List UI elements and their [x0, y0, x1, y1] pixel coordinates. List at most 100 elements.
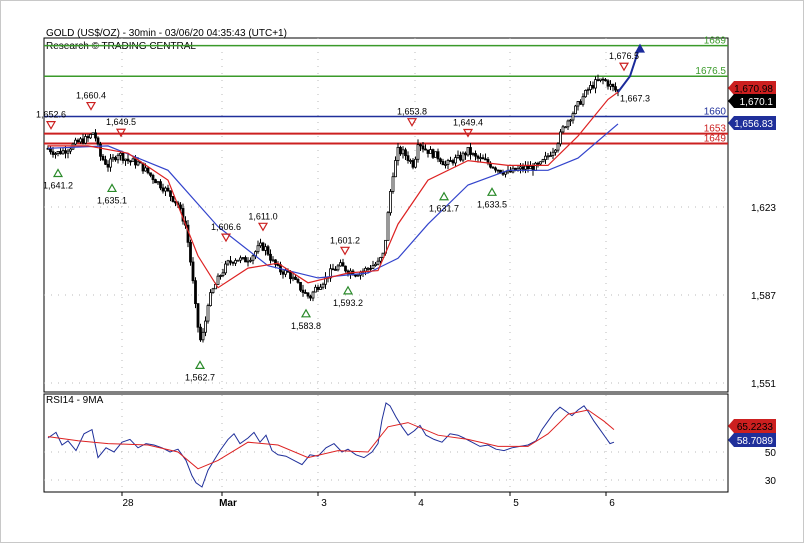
candle-body	[424, 148, 427, 151]
candle-body	[399, 146, 402, 155]
candle-body	[334, 269, 337, 271]
ma-slow-price-tag-bg	[728, 116, 776, 130]
rsi-ma-tag-bg	[728, 419, 776, 433]
candle-body	[556, 143, 560, 151]
rsi-y-tick-label: 50	[765, 448, 777, 459]
candle-body	[396, 146, 400, 161]
candle-body	[419, 144, 422, 147]
candle-body	[129, 160, 132, 163]
annotation-label: 1,611.0	[248, 211, 277, 221]
candle-body	[281, 271, 285, 275]
candle-body	[481, 157, 485, 160]
candle-body	[146, 167, 150, 174]
candle-body	[451, 160, 455, 164]
candle-body	[234, 260, 237, 264]
candle-body	[354, 274, 357, 277]
ma-fast-price-tag-bg	[728, 81, 776, 95]
candle-body	[71, 143, 75, 150]
resistance-marker	[618, 62, 630, 72]
candle-body	[306, 292, 310, 297]
candle-body	[476, 155, 480, 159]
candle-body	[144, 167, 147, 172]
candle-body	[471, 153, 475, 155]
candle-body	[101, 155, 105, 161]
candle-body	[166, 187, 170, 192]
x-tick-label: 5	[513, 498, 519, 509]
resistance-marker	[339, 246, 351, 256]
candle-body	[391, 176, 395, 192]
candle-body	[69, 148, 72, 152]
rsi-value-tag: 58.7089	[737, 436, 774, 447]
rsi-ma-line	[47, 409, 615, 470]
candle-body	[591, 85, 595, 89]
candle-body	[226, 260, 230, 265]
candle-body	[494, 167, 497, 171]
candle-body	[131, 158, 135, 162]
rsi-y-tick-label: 30	[765, 476, 777, 487]
candle-body	[339, 262, 342, 267]
rsi-value-tag-bg	[728, 433, 776, 447]
candle-body	[231, 261, 235, 264]
candle-body	[246, 260, 250, 263]
candle-body	[119, 152, 122, 156]
candle-body	[454, 157, 457, 164]
candle-body	[156, 181, 160, 184]
candle-body	[256, 245, 260, 253]
candle-body	[74, 139, 77, 145]
level-label: 1660	[704, 107, 727, 118]
candle-body	[584, 90, 587, 98]
x-tick-label: 3	[321, 498, 327, 509]
rsi-panel-title: RSI14 - 9MA	[46, 395, 104, 406]
candle-body	[249, 259, 252, 262]
candle-body	[459, 154, 462, 161]
candle-body	[544, 155, 547, 160]
candle-body	[251, 255, 255, 261]
candle-body	[524, 165, 527, 170]
candle-body	[96, 137, 100, 145]
annotation-label: 1,635.1	[97, 195, 127, 205]
candle-body	[209, 292, 212, 307]
candle-body	[244, 257, 247, 263]
candle-body	[79, 138, 82, 143]
candle-body	[189, 241, 192, 263]
candle-body	[311, 291, 315, 299]
candle-body	[301, 289, 305, 293]
candle-body	[124, 158, 127, 161]
candle-body	[561, 126, 565, 133]
rsi-line	[47, 402, 615, 488]
price-panel-border	[43, 37, 729, 393]
candle-body	[466, 147, 470, 156]
candle-body	[219, 275, 222, 277]
last-price-tag-bg	[728, 94, 776, 108]
candle-body	[521, 166, 525, 170]
candle-body	[364, 267, 367, 272]
candle-body	[229, 260, 232, 263]
candle-body	[569, 119, 572, 122]
chart-title: GOLD (US$/OZ) - 30min - 03/06/20 04:35:4…	[46, 28, 287, 39]
candle-body	[51, 151, 55, 155]
annotation-label: 1,653.8	[397, 107, 427, 117]
candle-body	[344, 265, 347, 272]
candle-body	[336, 265, 340, 271]
candle-body	[534, 162, 537, 171]
candle-body	[594, 79, 597, 89]
candle-body	[389, 191, 392, 214]
candle-body	[116, 154, 120, 161]
candle-body	[441, 161, 445, 166]
candle-body	[261, 242, 265, 251]
candle-body	[191, 261, 195, 282]
price-y-tick-label: 1,623	[751, 203, 776, 214]
annotation-label: 1,641.2	[43, 181, 73, 191]
candle-body	[126, 158, 130, 162]
candle-body	[204, 320, 207, 333]
x-tick-label: 6	[609, 498, 615, 509]
level-label: 1676.5	[695, 66, 726, 77]
candle-body	[456, 154, 460, 158]
candle-body	[91, 132, 95, 135]
resistance-marker	[115, 128, 127, 138]
resistance-marker	[85, 101, 97, 111]
ma-slow-price-tag: 1,656.83	[734, 119, 773, 130]
annotation-label: 1,660.4	[76, 91, 106, 101]
candle-body	[479, 157, 482, 160]
candle-body	[529, 165, 532, 170]
